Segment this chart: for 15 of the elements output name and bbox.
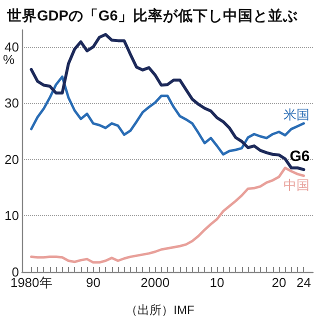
- series-label: G6: [290, 148, 310, 166]
- y-axis-title: %: [3, 52, 15, 67]
- y-tick-label: 20: [4, 152, 19, 167]
- series-label: 米国: [284, 106, 310, 122]
- series-label: 中国: [284, 177, 310, 192]
- y-tick-label: 30: [4, 96, 19, 111]
- x-tick-label: 90: [86, 275, 100, 290]
- chart-title: 世界GDPの「G6」比率が低下し中国と並ぶ: [6, 6, 298, 24]
- x-tick-label: 20: [272, 275, 286, 290]
- x-tick-label: 24: [296, 275, 311, 290]
- y-tick-label: 10: [4, 208, 19, 224]
- y-tick-label: 40: [4, 39, 19, 54]
- x-tick-label: 10: [210, 275, 224, 290]
- text: （出所）IMF: [126, 303, 194, 317]
- x-tick-label: 2000: [140, 275, 170, 290]
